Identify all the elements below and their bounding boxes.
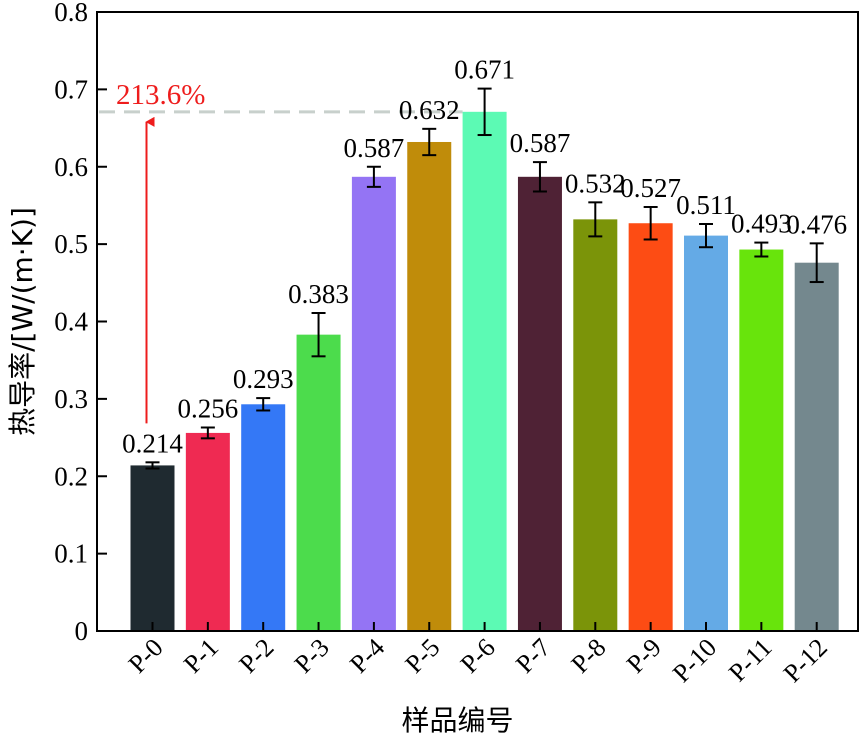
- x-tick-label-P-2: P-2: [233, 633, 279, 679]
- value-label-P-12: 0.476: [786, 209, 847, 239]
- error-bar-P-10: [699, 223, 713, 249]
- increase-percentage-label: 213.6%: [116, 79, 205, 111]
- value-label-P-4: 0.587: [344, 133, 405, 163]
- bar-P-8: [573, 219, 618, 632]
- y-tick-label-0.2: 0.2: [54, 461, 88, 491]
- bar-P-6: [462, 111, 507, 632]
- error-bars-layer: [145, 87, 824, 470]
- error-bar-P-0: [145, 461, 160, 470]
- value-label-P-8: 0.532: [565, 168, 626, 198]
- x-tick-label-P-1: P-1: [178, 633, 224, 679]
- x-tick-label-P-5: P-5: [399, 633, 445, 679]
- error-bar-P-5: [422, 127, 437, 157]
- value-label-P-3: 0.383: [288, 279, 349, 309]
- value-label-P-9: 0.527: [620, 173, 681, 203]
- bar-P-10: [684, 235, 728, 631]
- error-bar-P-7: [532, 161, 547, 193]
- y-tick-label-0.7: 0.7: [54, 74, 88, 104]
- x-tick-label-P-12: P-12: [778, 633, 833, 688]
- error-bar-P-1: [200, 426, 215, 440]
- y-tick-label-0.8: 0.8: [54, 0, 88, 27]
- y-tick-label-0.4: 0.4: [54, 307, 88, 337]
- y-tick-label-0.5: 0.5: [54, 229, 88, 259]
- bar-P-9: [628, 223, 673, 631]
- y-tick-label-0: 0: [75, 616, 89, 646]
- x-tick-label-P-11: P-11: [723, 633, 778, 688]
- value-label-P-0: 0.214: [122, 428, 183, 458]
- x-tick-label-P-6: P-6: [455, 633, 501, 679]
- bar-P-11: [739, 249, 784, 631]
- y-tick-label-0.3: 0.3: [54, 384, 88, 414]
- x-tick-label-P-10: P-10: [667, 633, 722, 688]
- bar-P-1: [185, 432, 230, 631]
- y-tick-label-0.1: 0.1: [54, 539, 88, 569]
- annotation-layer: 213.6%: [116, 79, 205, 424]
- value-label-P-10: 0.511: [676, 190, 736, 220]
- value-label-P-6: 0.671: [454, 55, 515, 85]
- value-label-P-1: 0.256: [177, 394, 238, 424]
- value-label-P-7: 0.587: [510, 128, 571, 158]
- bar-P-0: [130, 465, 175, 631]
- error-bar-P-8: [588, 201, 603, 238]
- error-bar-P-11: [754, 241, 769, 258]
- x-tick-label-P-7: P-7: [510, 633, 556, 679]
- value-label-P-5: 0.632: [399, 95, 460, 125]
- bar-P-12: [794, 262, 839, 631]
- bars-layer: [130, 111, 839, 632]
- bar-P-3: [296, 334, 341, 631]
- x-tick-label-P-0: P-0: [123, 633, 169, 679]
- x-tick-label-P-8: P-8: [565, 633, 611, 679]
- x-tick-label-P-9: P-9: [621, 633, 667, 679]
- x-tick-label-P-3: P-3: [289, 633, 335, 679]
- x-tick-label-P-4: P-4: [344, 633, 390, 679]
- error-bar-P-9: [643, 205, 658, 241]
- bar-P-7: [517, 176, 562, 631]
- error-bar-P-6: [477, 87, 492, 137]
- error-bar-P-12: [809, 242, 824, 284]
- value-label-P-11: 0.493: [731, 209, 792, 239]
- x-axis-label: 样品编号: [401, 704, 513, 737]
- bar-P-2: [241, 404, 286, 631]
- value-label-P-2: 0.293: [233, 364, 294, 394]
- error-bar-P-3: [311, 311, 326, 358]
- bar-P-4: [351, 176, 396, 631]
- error-bar-P-4: [366, 165, 381, 188]
- error-bar-P-2: [256, 397, 271, 412]
- bar-P-5: [407, 141, 452, 632]
- y-axis-label: 热导率/[W/(m·K)]: [6, 207, 39, 436]
- y-tick-label-0.6: 0.6: [54, 152, 88, 182]
